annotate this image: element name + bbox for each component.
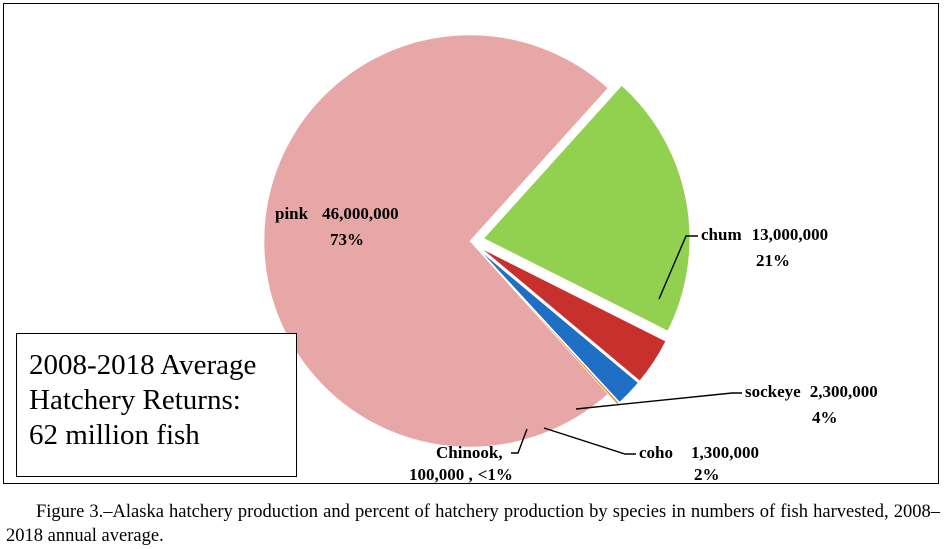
chart-area: pink 46,000,000 73% chum 13,000,000 21% so… <box>3 3 939 484</box>
coho-leader-line <box>543 427 636 455</box>
chinook-percent: <1% <box>478 465 513 484</box>
chinook-name: Chinook, <box>436 443 503 462</box>
chinook-leader-line <box>511 428 528 454</box>
pink-count: 46,000,000 <box>322 204 399 223</box>
chum-leader-line <box>658 235 698 300</box>
pink-label: pink 46,000,000 73% <box>275 204 403 249</box>
sockeye-name: sockeye <box>745 382 801 401</box>
pink-percent: 73% <box>330 230 364 249</box>
coho-label: coho 1,300,000 2% <box>639 443 763 484</box>
coho-slice <box>479 250 639 403</box>
chum-name: chum <box>701 225 742 244</box>
chum-label: chum 13,000,000 21% <box>701 225 832 270</box>
coho-count: 1,300,000 <box>691 443 759 462</box>
figure-caption: Figure 3.–Alaska hatchery production and… <box>6 502 940 546</box>
pie-chart: pink 46,000,000 73% chum 13,000,000 21% so… <box>263 34 882 484</box>
coho-name: coho <box>639 443 673 462</box>
pink-slice <box>263 34 609 448</box>
chum-percent: 21% <box>756 251 790 270</box>
chart-title-line-3: 62 million fish <box>29 419 200 451</box>
sockeye-count: 2,300,000 <box>810 382 878 401</box>
coho-percent: 2% <box>694 465 720 484</box>
pink-name: pink <box>275 204 309 223</box>
chum-slice <box>483 85 691 332</box>
sockeye-slice <box>481 248 667 382</box>
chinook-label: Chinook, 100,000 , <1% <box>409 443 513 484</box>
sockeye-percent: 4% <box>812 408 838 427</box>
chart-title-box: 2008-2018 Average Hatchery Returns: 62 m… <box>16 333 297 477</box>
chart-title-line-2: Hatchery Returns: <box>29 384 241 416</box>
chart-title-line-1: 2008-2018 Average <box>29 349 257 381</box>
chinook-count: 100,000 , <box>409 465 473 484</box>
chum-count: 13,000,000 <box>752 225 829 244</box>
sockeye-leader-line <box>575 392 742 410</box>
sockeye-label: sockeye 2,300,000 4% <box>745 382 882 427</box>
